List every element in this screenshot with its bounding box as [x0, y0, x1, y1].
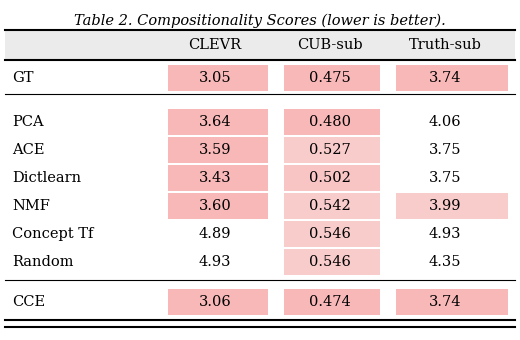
Text: CUB-sub: CUB-sub	[297, 38, 363, 52]
Text: 0.542: 0.542	[309, 199, 351, 213]
Text: Concept Tf: Concept Tf	[12, 227, 94, 241]
Text: 3.43: 3.43	[199, 171, 231, 185]
Text: 3.75: 3.75	[429, 143, 461, 157]
Bar	[284, 165, 380, 191]
Text: ACE: ACE	[12, 143, 45, 157]
Bar	[396, 289, 508, 315]
Text: Table 2. Compositionality Scores (lower is better).: Table 2. Compositionality Scores (lower …	[74, 14, 446, 29]
Bar	[168, 165, 268, 191]
Bar	[284, 193, 380, 219]
Bar	[284, 221, 380, 247]
Text: GT: GT	[12, 71, 33, 85]
Text: 4.93: 4.93	[429, 227, 461, 241]
Bar	[168, 65, 268, 91]
Text: CCE: CCE	[12, 295, 45, 309]
Text: 4.89: 4.89	[199, 227, 231, 241]
Text: CLEVR: CLEVR	[188, 38, 242, 52]
Text: PCA: PCA	[12, 115, 44, 129]
Bar	[168, 137, 268, 163]
Text: 0.527: 0.527	[309, 143, 351, 157]
Text: 4.35: 4.35	[429, 255, 461, 269]
Bar	[284, 137, 380, 163]
Text: 0.546: 0.546	[309, 255, 351, 269]
Text: 4.93: 4.93	[199, 255, 231, 269]
Text: 0.474: 0.474	[309, 295, 351, 309]
Bar	[284, 249, 380, 275]
Text: 3.74: 3.74	[429, 295, 461, 309]
Text: 0.546: 0.546	[309, 227, 351, 241]
Bar	[168, 193, 268, 219]
Text: 3.06: 3.06	[199, 295, 231, 309]
Bar	[396, 65, 508, 91]
Text: 3.05: 3.05	[199, 71, 231, 85]
Bar	[168, 289, 268, 315]
Text: 0.480: 0.480	[309, 115, 351, 129]
Bar	[5, 30, 515, 60]
Text: 3.59: 3.59	[199, 143, 231, 157]
Bar	[284, 65, 380, 91]
Text: 3.75: 3.75	[429, 171, 461, 185]
Bar	[168, 109, 268, 135]
Text: 3.99: 3.99	[429, 199, 461, 213]
Text: 0.502: 0.502	[309, 171, 351, 185]
Text: Dictlearn: Dictlearn	[12, 171, 81, 185]
Text: 0.475: 0.475	[309, 71, 351, 85]
Text: 4.06: 4.06	[428, 115, 461, 129]
Text: Truth-sub: Truth-sub	[409, 38, 482, 52]
Text: 3.60: 3.60	[199, 199, 231, 213]
Text: 3.74: 3.74	[429, 71, 461, 85]
Bar	[284, 109, 380, 135]
Bar	[396, 193, 508, 219]
Bar	[284, 289, 380, 315]
Text: Random: Random	[12, 255, 73, 269]
Text: 3.64: 3.64	[199, 115, 231, 129]
Text: NMF: NMF	[12, 199, 50, 213]
